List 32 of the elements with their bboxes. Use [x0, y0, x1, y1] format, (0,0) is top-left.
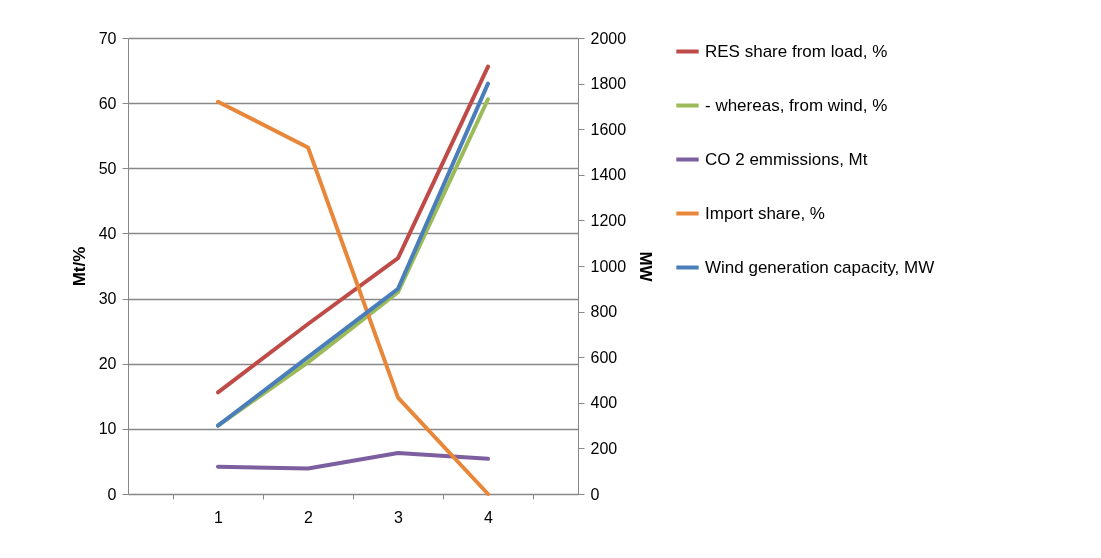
y-tick-label: 20 [98, 355, 117, 373]
y-tick-label: 60 [98, 94, 117, 112]
legend-label: Import share, % [705, 203, 825, 223]
legend-label: - whereas, from wind, % [705, 95, 888, 115]
y-tick-label: 10 [98, 420, 117, 438]
x-tick-label: 2 [304, 508, 314, 526]
line-series [216, 450, 490, 471]
y2-tick-label: 600 [590, 348, 618, 366]
y-axis-title: Mt/% [69, 246, 89, 287]
y-tick-label: 0 [107, 485, 117, 503]
x-tick-label: 3 [394, 508, 404, 526]
y2-tick-label: 400 [590, 394, 618, 412]
legend-label: Wind generation capacity, MW [705, 257, 935, 277]
y2-tick-label: 200 [590, 439, 618, 457]
y2-tick-label: 1200 [590, 211, 627, 229]
line-series [216, 99, 490, 496]
y2-tick-label: 1400 [590, 166, 627, 184]
y2-tick-label: 0 [590, 485, 600, 503]
y2-tick-label: 1800 [590, 75, 627, 93]
x-tick-label: 1 [214, 508, 224, 526]
y2-tick-label: 2000 [590, 29, 627, 47]
legend-label: RES share from load, % [705, 41, 888, 61]
legend-label: CO 2 emmissions, Mt [705, 149, 868, 169]
y2-axis-title: MW [636, 251, 656, 283]
y-tick-label: 30 [98, 290, 117, 308]
y-tick-label: 40 [98, 224, 117, 242]
y2-tick-label: 800 [590, 303, 618, 321]
x-tick-label: 4 [484, 508, 494, 526]
y-tick-label: 50 [98, 159, 117, 177]
y2-tick-label: 1000 [590, 257, 627, 275]
y-tick-label: 70 [98, 29, 117, 47]
y2-tick-label: 1600 [590, 120, 627, 138]
